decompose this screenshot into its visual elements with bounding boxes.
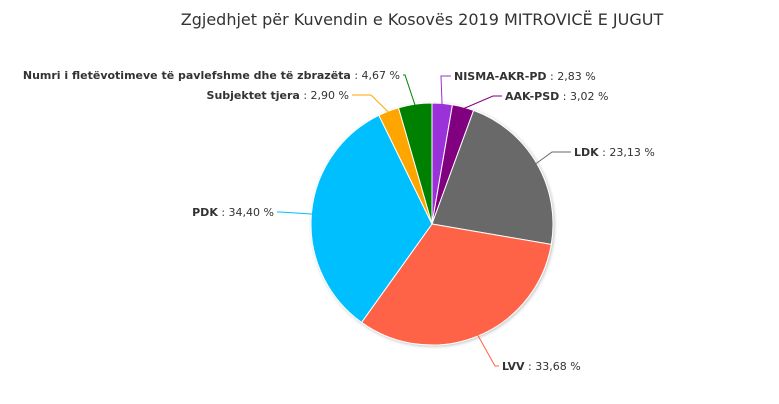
label-connectors bbox=[277, 74, 571, 367]
slice-label-name: LDK bbox=[574, 146, 599, 159]
slice-label-separator: : bbox=[300, 89, 311, 102]
slice-label-separator: : bbox=[525, 360, 536, 373]
slice-label-aak-psd: AAK-PSD : 3,02 % bbox=[505, 90, 608, 103]
slice-label-value: 33,68 % bbox=[535, 360, 580, 373]
slice-label-name: Subjektet tjera bbox=[207, 89, 300, 102]
pie-slices bbox=[310, 102, 554, 346]
slice-label-name: PDK bbox=[192, 206, 218, 219]
slice-label-separator: : bbox=[547, 70, 558, 83]
slice-label-pdk: PDK : 34,40 % bbox=[192, 206, 274, 219]
slice-label-numri-i-fletevotimeve-te-pavlefshme-dhe-te-zbrazeta: Numri i fletëvotimeve të pavlefshme dhe … bbox=[23, 69, 400, 82]
chart-title: Zgjedhjet për Kuvendin e Kosovës 2019 MI… bbox=[181, 10, 664, 29]
slice-label-value: 34,40 % bbox=[229, 206, 274, 219]
slice-label-value: 3,02 % bbox=[570, 90, 608, 103]
connector-numri-i-fletevotimeve-te-pavlefshme-dhe-te-zbrazeta bbox=[403, 74, 416, 107]
connector-aak-psd bbox=[462, 95, 502, 110]
slice-label-subjektet-tjera: Subjektet tjera : 2,90 % bbox=[207, 89, 349, 102]
slice-label-separator: : bbox=[559, 90, 570, 103]
slice-label-lvv: LVV : 33,68 % bbox=[502, 360, 581, 373]
slice-label-name: LVV bbox=[502, 360, 525, 373]
connector-subjektet-tjera bbox=[352, 94, 390, 114]
slice-label-value: 23,13 % bbox=[609, 146, 654, 159]
connector-lvv bbox=[476, 333, 499, 367]
slice-label-separator: : bbox=[218, 206, 229, 219]
slice-label-value: 2,90 % bbox=[311, 89, 349, 102]
slice-label-ldk: LDK : 23,13 % bbox=[574, 146, 655, 159]
slice-label-separator: : bbox=[351, 69, 362, 82]
slice-label-value: 2,83 % bbox=[557, 70, 595, 83]
connector-pdk bbox=[277, 211, 314, 215]
slice-label-nisma-akr-pd: NISMA-AKR-PD : 2,83 % bbox=[454, 70, 596, 83]
connector-nisma-akr-pd bbox=[440, 75, 451, 106]
slice-labels: NISMA-AKR-PD : 2,83 % AAK-PSD : 3,02 % LDK… bbox=[23, 69, 655, 373]
slice-label-separator: : bbox=[599, 146, 610, 159]
slice-label-name: AAK-PSD bbox=[505, 90, 559, 103]
slice-label-name: Numri i fletëvotimeve të pavlefshme dhe … bbox=[23, 69, 351, 82]
slice-label-name: NISMA-AKR-PD bbox=[454, 70, 547, 83]
slice-label-value: 4,67 % bbox=[362, 69, 400, 82]
connector-ldk bbox=[534, 151, 571, 165]
